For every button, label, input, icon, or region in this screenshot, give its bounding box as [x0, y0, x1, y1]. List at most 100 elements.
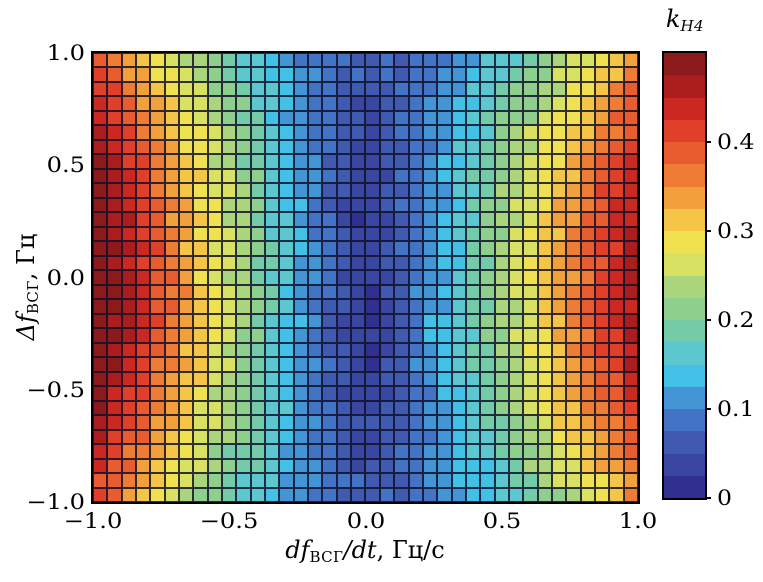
heatmap-cell [336, 139, 352, 155]
heatmap-cell [150, 96, 165, 111]
heatmap-cell [580, 458, 595, 474]
heatmap-cell [121, 53, 137, 68]
heatmap-cell [594, 81, 610, 97]
heatmap-cell [93, 313, 108, 329]
heatmap-cell [537, 226, 552, 242]
heatmap-cell [351, 371, 366, 387]
heatmap-cell [437, 386, 452, 401]
heatmap-cell [308, 386, 323, 401]
heatmap-cell [609, 386, 624, 401]
heatmap-cell [107, 241, 122, 256]
heatmap-cell [594, 342, 610, 358]
heatmap-cell [594, 53, 610, 68]
heatmap-cell [480, 487, 495, 502]
heatmap-cell [465, 81, 481, 97]
heatmap-cell [351, 81, 366, 97]
heatmap-cell [207, 81, 223, 97]
heatmap-cell [494, 197, 509, 213]
heatmap-cell [523, 458, 538, 474]
heatmap-cell [222, 357, 237, 372]
heatmap-cell [308, 429, 323, 445]
heatmap-cell [537, 241, 552, 256]
heatmap-cell [193, 197, 208, 213]
heatmap-cell [93, 168, 108, 184]
heatmap-cell [351, 357, 366, 372]
heatmap-cell [537, 110, 552, 126]
heatmap-cell [351, 328, 366, 343]
heatmap-cell [193, 270, 208, 285]
heatmap-cell [451, 67, 466, 82]
heatmap-cell [623, 168, 638, 184]
heatmap-cell [193, 444, 208, 459]
heatmap-cell [451, 299, 466, 314]
colorbar-tick-label: 0.1 [717, 397, 755, 421]
heatmap-cell [308, 67, 323, 82]
heatmap-cell [136, 299, 151, 314]
heatmap-cell [594, 313, 610, 329]
heatmap-cell [508, 313, 524, 329]
heatmap-cell [580, 197, 595, 213]
heatmap-cell [308, 197, 323, 213]
heatmap-cell [451, 487, 466, 502]
heatmap-cell [107, 125, 122, 140]
heatmap-cell [250, 458, 266, 474]
heatmap-cell [265, 110, 280, 126]
heatmap-cell [422, 110, 438, 126]
heatmap-cell [609, 168, 624, 184]
heatmap-cell [523, 270, 538, 285]
heatmap-cell [207, 284, 223, 300]
heatmap-cell [465, 444, 481, 459]
heatmap-cell [207, 444, 223, 459]
heatmap-cell [193, 328, 208, 343]
heatmap-cell [365, 226, 380, 242]
heatmap-cell [250, 313, 266, 329]
heatmap-cell [308, 96, 323, 111]
heatmap-cell [107, 284, 122, 300]
heatmap-cell [422, 342, 438, 358]
heatmap-cell [365, 400, 380, 416]
heatmap-cell [451, 110, 466, 126]
heatmap-cell [379, 139, 395, 155]
heatmap-cell [236, 67, 251, 82]
heatmap-cell [480, 241, 495, 256]
heatmap-cell [322, 226, 337, 242]
heatmap-cell [351, 67, 366, 82]
heatmap-cell [308, 328, 323, 343]
heatmap-cell [308, 241, 323, 256]
heatmap-cell [394, 313, 409, 329]
heatmap-cell [250, 183, 266, 198]
heatmap-cell [494, 299, 509, 314]
heatmap-cell [465, 342, 481, 358]
heatmap-cell [121, 371, 137, 387]
heatmap-cell [566, 444, 581, 459]
heatmap-cell [322, 67, 337, 82]
heatmap-cell [523, 357, 538, 372]
heatmap-cell [494, 400, 509, 416]
heatmap-cell [164, 53, 180, 68]
heatmap-cell [136, 458, 151, 474]
heatmap-cell [107, 67, 122, 82]
heatmap-cell [394, 487, 409, 502]
heatmap-cell [508, 241, 524, 256]
heatmap-cell [537, 270, 552, 285]
heatmap-cell [523, 67, 538, 82]
heatmap-cell [179, 212, 194, 227]
heatmap-cell [523, 110, 538, 126]
heatmap-cell [121, 328, 137, 343]
heatmap-cell [365, 197, 380, 213]
heatmap-cell [422, 212, 438, 227]
heatmap-cell [408, 96, 423, 111]
heatmap-cell [207, 125, 223, 140]
heatmap-cell [293, 284, 309, 300]
heatmap-cell [422, 386, 438, 401]
heatmap-cell [121, 313, 137, 329]
heatmap-cell [394, 342, 409, 358]
heatmap-cell [551, 458, 567, 474]
heatmap-cell [379, 81, 395, 97]
heatmap-cell [379, 226, 395, 242]
heatmap-cell [437, 154, 452, 169]
heatmap-cell [480, 328, 495, 343]
heatmap-cell [480, 299, 495, 314]
heatmap-cell [609, 342, 624, 358]
heatmap-cell [508, 154, 524, 169]
